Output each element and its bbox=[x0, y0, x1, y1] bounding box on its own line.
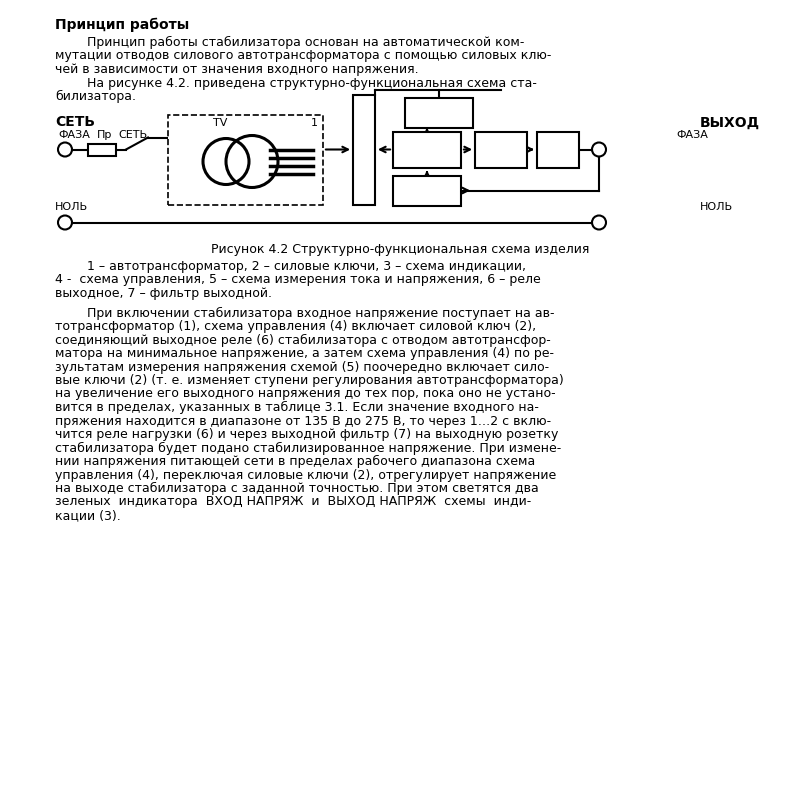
Bar bbox=[393, 131, 461, 167]
Text: Рисунок 4.2 Структурно-функциональная схема изделия: Рисунок 4.2 Структурно-функциональная сх… bbox=[211, 242, 589, 255]
Text: матора на минимальное напряжение, а затем схема управления (4) по ре-: матора на минимальное напряжение, а зате… bbox=[55, 347, 554, 360]
Text: соединяющий выходное реле (6) стабилизатора с отводом автотрансфор-: соединяющий выходное реле (6) стабилизат… bbox=[55, 334, 550, 346]
Text: 1: 1 bbox=[311, 118, 318, 127]
Text: 1 – автотрансформатор, 2 – силовые ключи, 3 – схема индикации,: 1 – автотрансформатор, 2 – силовые ключи… bbox=[55, 260, 526, 273]
Text: мутации отводов силового автотрансформатора с помощью силовых клю-: мутации отводов силового автотрансформат… bbox=[55, 50, 551, 62]
Text: на увеличение его выходного напряжения до тех пор, пока оно не устано-: на увеличение его выходного напряжения д… bbox=[55, 387, 556, 401]
Text: тотрансформатор (1), схема управления (4) включает силовой ключ (2),: тотрансформатор (1), схема управления (4… bbox=[55, 320, 536, 333]
Text: нии напряжения питающей сети в пределах рабочего диапазона схема: нии напряжения питающей сети в пределах … bbox=[55, 455, 535, 468]
Text: На рисунке 4.2. приведена структурно-функциональная схема ста-: На рисунке 4.2. приведена структурно-фун… bbox=[55, 77, 537, 90]
Text: При включении стабилизатора входное напряжение поступает на ав-: При включении стабилизатора входное напр… bbox=[55, 306, 554, 319]
Text: ФАЗА: ФАЗА bbox=[58, 130, 90, 139]
Bar bbox=[168, 114, 323, 205]
Text: 5: 5 bbox=[423, 186, 430, 195]
Text: Принцип работы: Принцип работы bbox=[55, 18, 190, 32]
Bar bbox=[88, 143, 116, 155]
Text: билизатора.: билизатора. bbox=[55, 90, 136, 103]
Text: зультатам измерения напряжения схемой (5) поочередно включает сило-: зультатам измерения напряжения схемой (5… bbox=[55, 361, 549, 374]
Text: СЕТЬ: СЕТЬ bbox=[118, 130, 147, 139]
Text: 3: 3 bbox=[435, 107, 442, 118]
Text: зеленых  индикатора  ВХОД НАПРЯЖ  и  ВЫХОД НАПРЯЖ  схемы  инди-: зеленых индикатора ВХОД НАПРЯЖ и ВЫХОД Н… bbox=[55, 495, 531, 509]
Text: вится в пределах, указанных в таблице 3.1. Если значение входного на-: вится в пределах, указанных в таблице 3.… bbox=[55, 401, 539, 414]
Bar bbox=[475, 131, 527, 167]
Text: 4 -  схема управления, 5 – схема измерения тока и напряжения, 6 – реле: 4 - схема управления, 5 – схема измерени… bbox=[55, 274, 541, 286]
Text: вые ключи (2) (т. е. изменяет ступени регулирования автотрансформатора): вые ключи (2) (т. е. изменяет ступени ре… bbox=[55, 374, 564, 387]
Text: пряжения находится в диапазоне от 135 В до 275 В, то через 1…2 с вклю-: пряжения находится в диапазоне от 135 В … bbox=[55, 414, 551, 427]
Text: ФАЗА: ФАЗА bbox=[676, 130, 708, 139]
Text: чей в зависимости от значения входного напряжения.: чей в зависимости от значения входного н… bbox=[55, 63, 418, 76]
Text: Принцип работы стабилизатора основан на автоматической ком-: Принцип работы стабилизатора основан на … bbox=[55, 36, 524, 49]
Text: НОЛЬ: НОЛЬ bbox=[700, 202, 733, 213]
Text: кации (3).: кации (3). bbox=[55, 509, 121, 522]
Text: ВЫХОД: ВЫХОД bbox=[700, 115, 760, 130]
Text: 7: 7 bbox=[554, 145, 562, 154]
Text: выходное, 7 – фильтр выходной.: выходное, 7 – фильтр выходной. bbox=[55, 287, 272, 300]
Text: НОЛЬ: НОЛЬ bbox=[55, 202, 88, 213]
Text: 6: 6 bbox=[498, 145, 505, 154]
Text: СЕТЬ: СЕТЬ bbox=[55, 115, 95, 130]
Text: на выходе стабилизатора с заданной точностью. При этом светятся два: на выходе стабилизатора с заданной точно… bbox=[55, 482, 538, 495]
Text: 4: 4 bbox=[423, 145, 430, 154]
Text: TV: TV bbox=[213, 118, 227, 127]
Bar bbox=[405, 98, 473, 127]
Bar bbox=[393, 175, 461, 206]
Bar bbox=[353, 94, 375, 205]
Text: стабилизатора будет подано стабилизированное напряжение. При измене-: стабилизатора будет подано стабилизирова… bbox=[55, 442, 562, 454]
Text: чится реле нагрузки (6) и через выходной фильтр (7) на выходную розетку: чится реле нагрузки (6) и через выходной… bbox=[55, 428, 558, 441]
Bar bbox=[537, 131, 579, 167]
Text: Пр: Пр bbox=[97, 130, 112, 139]
Text: управления (4), переключая силовые ключи (2), отрегулирует напряжение: управления (4), переключая силовые ключи… bbox=[55, 469, 556, 482]
Text: 2: 2 bbox=[361, 145, 367, 154]
